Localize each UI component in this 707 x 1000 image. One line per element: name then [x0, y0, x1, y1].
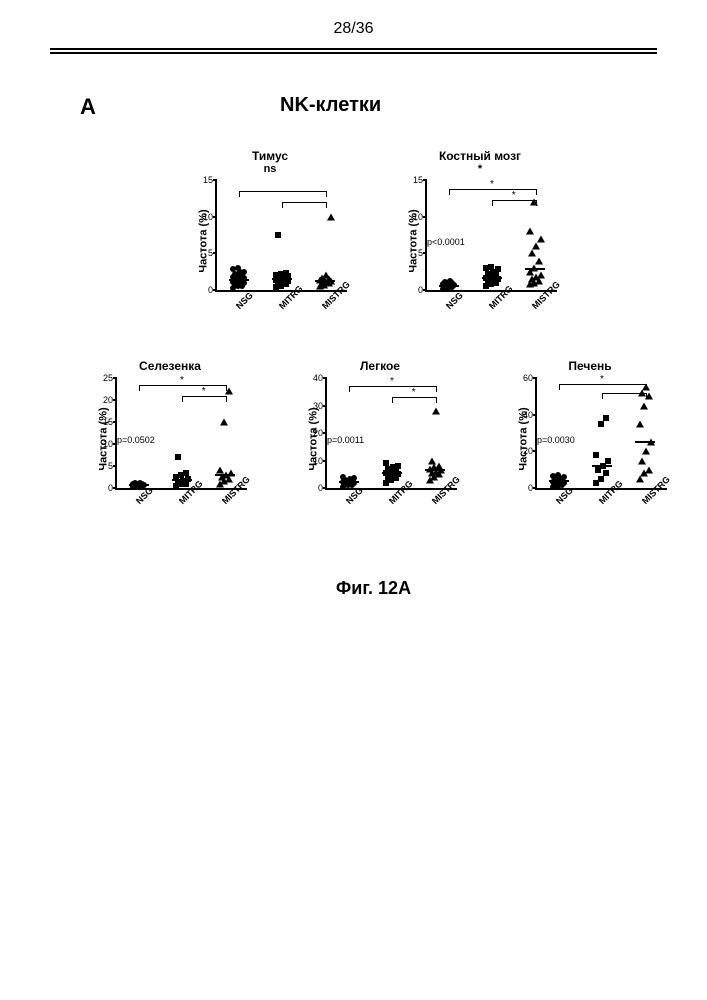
chart-liver: Печень0204060Частота (%)p=0.0030*NSGMITR…: [510, 359, 670, 490]
median-line: [172, 479, 192, 481]
median-line: [439, 285, 459, 287]
median-line: [339, 481, 359, 483]
data-point: [235, 265, 241, 271]
chart-lung: Легкое010203040Частота (%)p=0.0011**NSGM…: [300, 359, 460, 490]
significance-label: *: [512, 190, 516, 201]
significance-bar: [239, 191, 328, 197]
significance-label: *: [180, 375, 184, 386]
chart-spleen: Селезенка0510152025Частота (%)p=0.0502**…: [90, 359, 250, 490]
data-point: [183, 470, 189, 476]
data-point: [383, 460, 389, 466]
data-point: [535, 257, 543, 264]
data-point: [603, 415, 609, 421]
data-point: [447, 278, 453, 284]
data-point: [598, 421, 604, 427]
data-point: [603, 470, 609, 476]
y-axis-label: Частота (%): [98, 407, 110, 470]
significance-label: *: [600, 374, 604, 385]
plot-area: 010203040Частота (%)p=0.0011**: [325, 378, 457, 490]
median-line: [272, 278, 292, 280]
y-axis-label: Частота (%): [198, 209, 210, 272]
median-line: [549, 480, 569, 482]
data-point: [395, 463, 401, 469]
chart-title: Тимус: [190, 149, 350, 163]
significance-bar: [282, 202, 327, 208]
data-point: [283, 270, 289, 276]
data-point: [605, 458, 611, 464]
chart-title: Печень: [510, 359, 670, 373]
median-line: [315, 280, 335, 282]
p-value: p=0.0502: [117, 435, 155, 445]
median-line: [635, 441, 655, 443]
median-line: [382, 472, 402, 474]
plot-area: 0510152025Частота (%)p=0.0502**: [115, 378, 247, 490]
data-point: [322, 272, 330, 279]
data-point: [598, 476, 604, 482]
p-value: p=0.0011: [327, 435, 364, 445]
data-point: [530, 199, 538, 206]
figure-title: NK-клетки: [280, 94, 381, 117]
data-point: [636, 420, 644, 427]
data-point: [640, 402, 648, 409]
chart-title: Костный мозг: [400, 149, 560, 163]
data-point: [175, 454, 181, 460]
significance-label: *: [390, 376, 394, 387]
x-category-label: NSG: [234, 290, 255, 311]
data-point: [241, 269, 247, 275]
data-point: [225, 388, 233, 395]
median-line: [425, 469, 445, 471]
median-line: [482, 277, 502, 279]
data-point: [537, 272, 545, 279]
median-line: [215, 474, 235, 476]
data-point: [645, 393, 653, 400]
figure-container: A NK-клетки Тимусns051015Частота (%)NSGM…: [20, 69, 707, 969]
data-point: [642, 448, 650, 455]
data-point: [495, 266, 501, 272]
data-point: [638, 457, 646, 464]
data-point: [428, 457, 436, 464]
significance-label: *: [412, 387, 416, 398]
chart-title: Селезенка: [90, 359, 250, 373]
median-line: [229, 279, 249, 281]
x-category-label: NSG: [444, 290, 465, 311]
data-point: [220, 419, 228, 426]
median-line: [592, 465, 612, 467]
plot-area: 0204060Частота (%)p=0.0030*: [535, 378, 667, 490]
data-point: [532, 243, 540, 250]
chart-bone_marrow: Костный мозг*051015Частота (%)p<0.0001**…: [400, 149, 560, 292]
chart-thymus: Тимусns051015Частота (%)NSGMITRGMISTRG: [190, 149, 350, 292]
median-line: [525, 268, 545, 270]
figure-caption: Фиг. 12A: [20, 578, 707, 599]
data-point: [432, 408, 440, 415]
significance-label: *: [202, 386, 206, 397]
data-point: [642, 384, 650, 391]
page-number: 28/36: [20, 20, 687, 38]
sig-summary: *: [400, 163, 560, 175]
plot-area: 051015Частота (%): [215, 180, 347, 292]
data-point: [488, 264, 494, 270]
sig-summary: ns: [190, 163, 350, 175]
p-value: p<0.0001: [427, 237, 465, 247]
y-axis-label: Частота (%): [518, 407, 530, 470]
p-value: p=0.0030: [537, 435, 575, 445]
data-point: [555, 472, 561, 478]
y-axis-label: Частота (%): [408, 209, 420, 272]
data-point: [537, 235, 545, 242]
data-point: [275, 232, 281, 238]
data-point: [526, 228, 534, 235]
chart-title: Легкое: [300, 359, 460, 373]
top-divider: [50, 48, 657, 54]
data-point: [340, 474, 346, 480]
panel-label: A: [80, 94, 96, 120]
data-point: [593, 452, 599, 458]
significance-label: *: [490, 179, 494, 190]
data-point: [645, 466, 653, 473]
y-axis-label: Частота (%): [308, 407, 320, 470]
plot-area: 051015Частота (%)p<0.0001**: [425, 180, 557, 292]
data-point: [327, 213, 335, 220]
data-point: [528, 250, 536, 257]
